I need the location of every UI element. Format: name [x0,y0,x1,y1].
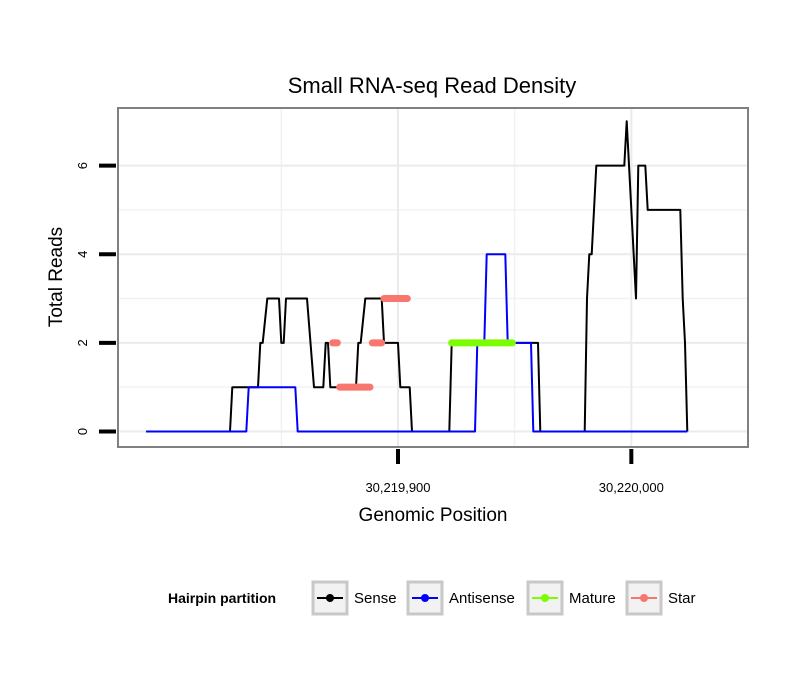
legend-dot-sense [326,594,334,602]
legend-title: Hairpin partition [168,590,276,606]
chart-title: Small RNA-seq Read Density [288,73,577,98]
x-tick-label: 30,219,900 [365,480,430,495]
legend: Hairpin partition Sense Antisense Mature St… [168,580,696,616]
legend-label-mature: Mature [569,590,616,607]
x-tick-label: 30,220,000 [599,480,664,495]
plot-border [117,107,749,448]
legend-label-antisense: Antisense [449,590,515,607]
y-tick-label: 6 [75,162,90,169]
legend-dot-mature [541,594,549,602]
plot-background [118,108,748,447]
legend-label-star: Star [668,590,696,607]
y-tick-label: 2 [75,339,90,346]
series-layer [146,120,689,433]
x-axis: 30,219,900 30,220,000 [365,449,664,495]
y-axis-title: Total Reads [46,227,67,327]
y-tick-label: 0 [75,428,90,435]
y-axis: 0 2 4 6 [75,162,116,435]
legend-dot-star [640,594,648,602]
x-axis-title: Genomic Position [359,505,508,526]
y-tick-label: 4 [75,251,90,258]
legend-label-sense: Sense [354,590,397,607]
legend-dot-antisense [421,594,429,602]
series-line-sense [146,120,689,433]
